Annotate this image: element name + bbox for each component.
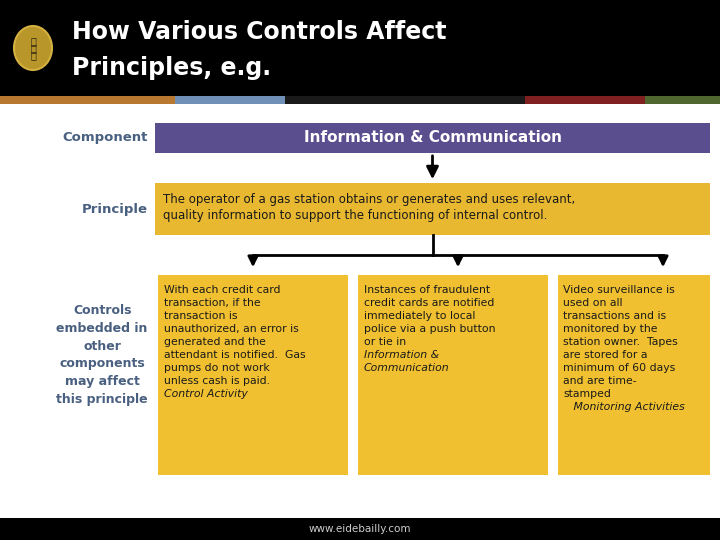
Bar (0, 518, 720, 540)
Bar (155, 123, 710, 153)
Bar (0, 0, 720, 96)
Text: transactions and is: transactions and is (563, 311, 666, 321)
Text: Instances of fraudulent: Instances of fraudulent (364, 285, 490, 295)
Bar (158, 275, 348, 475)
Text: unless cash is paid.: unless cash is paid. (164, 376, 270, 386)
Text: The operator of a gas station obtains or generates and uses relevant,: The operator of a gas station obtains or… (163, 193, 575, 206)
Text: Monitoring Activities: Monitoring Activities (563, 402, 685, 412)
Text: How Various Controls Affect: How Various Controls Affect (72, 20, 446, 44)
Text: 〉: 〉 (30, 43, 36, 53)
Bar (558, 275, 710, 475)
Text: Principles, e.g.: Principles, e.g. (72, 56, 271, 80)
Text: www.eidebailly.com: www.eidebailly.com (309, 524, 411, 534)
Bar (525, 96, 645, 104)
Bar (285, 96, 525, 104)
Text: are stored for a: are stored for a (563, 350, 647, 360)
Text: 〉: 〉 (30, 50, 36, 60)
Text: minimum of 60 days: minimum of 60 days (563, 363, 675, 373)
Text: stamped: stamped (563, 389, 611, 399)
Text: immediately to local: immediately to local (364, 311, 475, 321)
Text: Communication: Communication (364, 363, 449, 373)
Text: Principle: Principle (82, 202, 148, 215)
Text: attendant is notified.  Gas: attendant is notified. Gas (164, 350, 305, 360)
Text: station owner.  Tapes: station owner. Tapes (563, 337, 678, 347)
Bar (175, 96, 285, 104)
Text: police via a push button: police via a push button (364, 324, 495, 334)
Text: and are time-: and are time- (563, 376, 636, 386)
Text: used on all: used on all (563, 298, 623, 308)
Text: 〉: 〉 (30, 36, 36, 46)
Bar (0, 104, 720, 518)
Text: Control Activity: Control Activity (164, 389, 248, 399)
Bar (155, 183, 710, 235)
Text: Video surveillance is: Video surveillance is (563, 285, 675, 295)
Text: With each credit card: With each credit card (164, 285, 281, 295)
Text: quality information to support the functioning of internal control.: quality information to support the funct… (163, 209, 547, 222)
Text: monitored by the: monitored by the (563, 324, 657, 334)
Text: generated and the: generated and the (164, 337, 266, 347)
Text: credit cards are notified: credit cards are notified (364, 298, 495, 308)
Text: Component: Component (63, 132, 148, 145)
Text: Controls
embedded in
other
components
may affect
this principle: Controls embedded in other components ma… (56, 303, 148, 407)
Text: transaction, if the: transaction, if the (164, 298, 261, 308)
Text: Information & Communication: Information & Communication (304, 131, 562, 145)
Text: pumps do not work: pumps do not work (164, 363, 270, 373)
Bar (0, 96, 175, 104)
Ellipse shape (14, 26, 52, 70)
Text: or tie in: or tie in (364, 337, 406, 347)
Bar (358, 275, 548, 475)
Text: transaction is: transaction is (164, 311, 238, 321)
Bar (645, 96, 720, 104)
Text: Information &: Information & (364, 350, 439, 360)
Text: unauthorized, an error is: unauthorized, an error is (164, 324, 299, 334)
